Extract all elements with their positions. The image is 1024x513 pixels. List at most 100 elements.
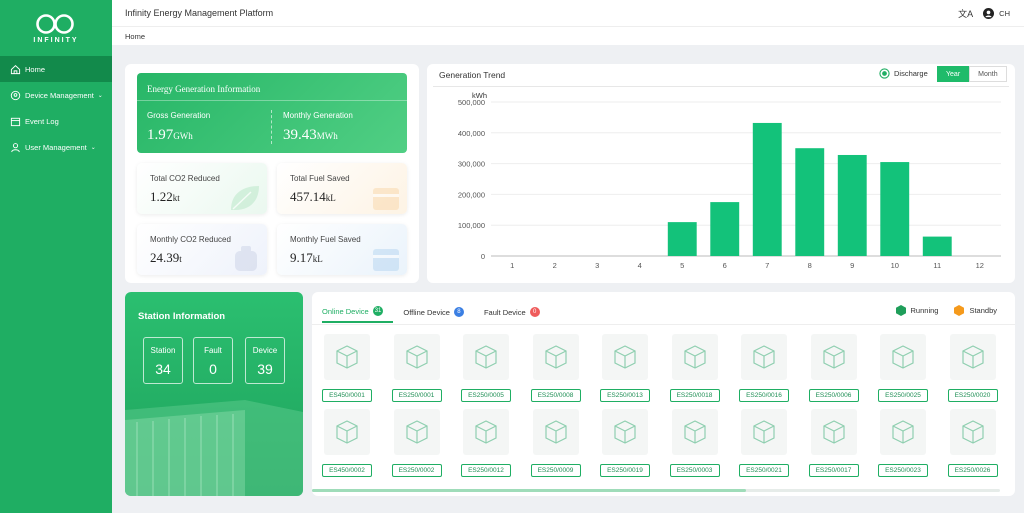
trend-title: Generation Trend <box>439 70 506 80</box>
monthly-fuel-value: 9.17kL <box>290 250 323 265</box>
device-cube-icon <box>741 409 787 455</box>
device-id-label[interactable]: ES250/0003 <box>669 464 720 477</box>
device-id-label[interactable]: ES250/0020 <box>947 389 998 402</box>
fault-count-label: Fault <box>204 346 222 355</box>
total-fuel-card: Total Fuel Saved 457.14kL <box>277 163 407 214</box>
device-id-label[interactable]: ES250/0018 <box>669 389 720 402</box>
station-count-value: 34 <box>155 361 171 377</box>
logo-text: INFINITY <box>33 36 79 44</box>
device-id-label[interactable]: ES250/0013 <box>600 389 650 402</box>
device-scrollbar[interactable] <box>312 489 1000 492</box>
device-cube-icon <box>532 409 579 455</box>
fault-count-value: 0 <box>209 361 217 377</box>
breadcrumb: Home <box>112 26 1024 45</box>
x-tick-label: 2 <box>553 261 557 270</box>
tab-label: Online Device <box>322 306 369 316</box>
sidebar-item-home[interactable]: Home <box>0 56 112 82</box>
generation-trend-chart: kWh 0 100,000 200,000 300,000 400,000 500,000 1… <box>458 91 1001 270</box>
fuel-barrel-blue-icon <box>373 249 399 271</box>
period-toggle: Year Month <box>937 66 1007 82</box>
device-count-label: Device <box>252 346 278 355</box>
device-id-label[interactable]: ES250/0021 <box>739 464 789 477</box>
device-cube-icon <box>949 334 996 380</box>
user-icon <box>10 142 21 153</box>
total-co2-card: Total CO2 Reduced 1.22kt <box>137 163 267 214</box>
device-id-label[interactable]: ES250/0008 <box>530 389 581 402</box>
bar-month-6 <box>710 202 740 256</box>
device-id-label[interactable]: ES250/0006 <box>808 389 859 402</box>
total-co2-label: Total CO2 Reduced <box>150 174 220 183</box>
x-tick-label: 3 <box>595 261 599 270</box>
device-cube-icon <box>393 334 440 380</box>
fuel-barrel-icon <box>373 188 399 210</box>
logo[interactable]: INFINITY <box>0 0 112 56</box>
monthly-fuel-card: Monthly Fuel Saved 9.17kL <box>277 224 407 275</box>
gross-generation-label: Gross Generation <box>147 111 211 120</box>
device-id-label[interactable]: ES250/0001 <box>391 389 442 402</box>
tab-fault-device[interactable]: Fault Device 0 <box>484 306 550 323</box>
container-illustration <box>125 400 303 496</box>
device-id-label[interactable]: ES250/0026 <box>947 464 998 477</box>
device-cube-icon <box>532 334 579 380</box>
tab-label: Fault Device <box>483 307 526 317</box>
device-id-label[interactable]: ES250/0012 <box>461 464 511 477</box>
avatar[interactable]: CH <box>983 7 1010 19</box>
device-id-label[interactable]: ES250/0019 <box>600 464 650 477</box>
device-cube-icon <box>810 409 857 455</box>
translate-icon[interactable]: 文A <box>958 8 974 19</box>
monthly-fuel-label: Monthly Fuel Saved <box>290 235 361 244</box>
calendar-icon <box>10 116 21 127</box>
monthly-co2-card: Monthly CO2 Reduced 24.39t <box>137 224 267 275</box>
infinity-logo-icon <box>36 13 74 34</box>
legend-standby: Standby <box>954 305 997 316</box>
tab-online-device[interactable]: Online Device 31 <box>322 306 394 323</box>
device-id-label[interactable]: ES250/0002 <box>391 464 442 477</box>
sidebar-item-label: Event Log <box>25 116 59 126</box>
toggle-month[interactable]: Month <box>969 66 1007 82</box>
device-scrollbar-thumb[interactable] <box>312 489 746 492</box>
device-id-label[interactable]: ES250/0023 <box>878 464 928 477</box>
legend-running: Running <box>895 305 938 316</box>
toggle-year[interactable]: Year <box>937 66 970 82</box>
tab-offline-device[interactable]: Offline Device 8 <box>403 306 474 323</box>
devices-panel: Online Device 31 Offline Device 8 Fault … <box>312 292 1015 496</box>
device-id-label[interactable]: ES250/0017 <box>808 464 859 477</box>
legend-discharge[interactable]: Discharge <box>879 68 928 79</box>
station-count-label: Station <box>150 346 176 355</box>
device-count-value: 39 <box>257 361 273 377</box>
device-id-label[interactable]: ES250/0005 <box>461 389 511 402</box>
bar-month-11 <box>922 236 952 256</box>
top-header: Infinity Energy Management Platform 文A C… <box>112 0 1024 26</box>
x-tick-label: 5 <box>680 261 684 270</box>
monthly-co2-value: 24.39t <box>150 250 182 265</box>
monthly-generation-value: 39.43MWh <box>283 127 338 143</box>
breadcrumb-home[interactable]: Home <box>125 31 146 41</box>
device-cube-icon <box>602 409 648 455</box>
sidebar-item-user-management[interactable]: User Management ⌄ <box>0 134 112 160</box>
device-cube-icon <box>949 409 996 455</box>
device-id-label[interactable]: ES250/0025 <box>878 389 928 402</box>
x-tick-label: 8 <box>808 261 812 270</box>
device-cube-icon <box>393 409 440 455</box>
monthly-co2-label: Monthly CO2 Reduced <box>150 235 231 244</box>
sidebar-item-event-log[interactable]: Event Log <box>0 108 112 134</box>
running-hexagon-icon <box>895 305 906 316</box>
device-id-label[interactable]: ES250/0009 <box>530 464 581 477</box>
device-id-label[interactable]: ES450/0002 <box>322 464 372 477</box>
device-id-label[interactable]: ES450/0001 <box>322 389 372 402</box>
device-id-label[interactable]: ES250/0016 <box>739 389 789 402</box>
x-tick-label: 6 <box>723 261 727 270</box>
chevron-down-icon: ⌄ <box>90 144 96 151</box>
y-axis-label: kWh <box>472 91 487 100</box>
user-avatar-icon <box>983 7 995 19</box>
x-tick-label: 7 <box>765 261 769 270</box>
sidebar-nav: Home Device Management ⌄ Event Log User … <box>0 56 112 160</box>
x-tick-label: 11 <box>933 261 941 270</box>
sidebar: INFINITY Home Device Management ⌄ Event … <box>0 0 112 513</box>
chevron-down-icon: ⌄ <box>97 92 103 99</box>
station-info-title: Station Information <box>138 311 226 322</box>
bar-month-5 <box>667 222 697 256</box>
total-fuel-label: Total Fuel Saved <box>290 174 350 183</box>
sidebar-item-device-management[interactable]: Device Management ⌄ <box>0 82 112 108</box>
home-icon <box>10 64 21 75</box>
